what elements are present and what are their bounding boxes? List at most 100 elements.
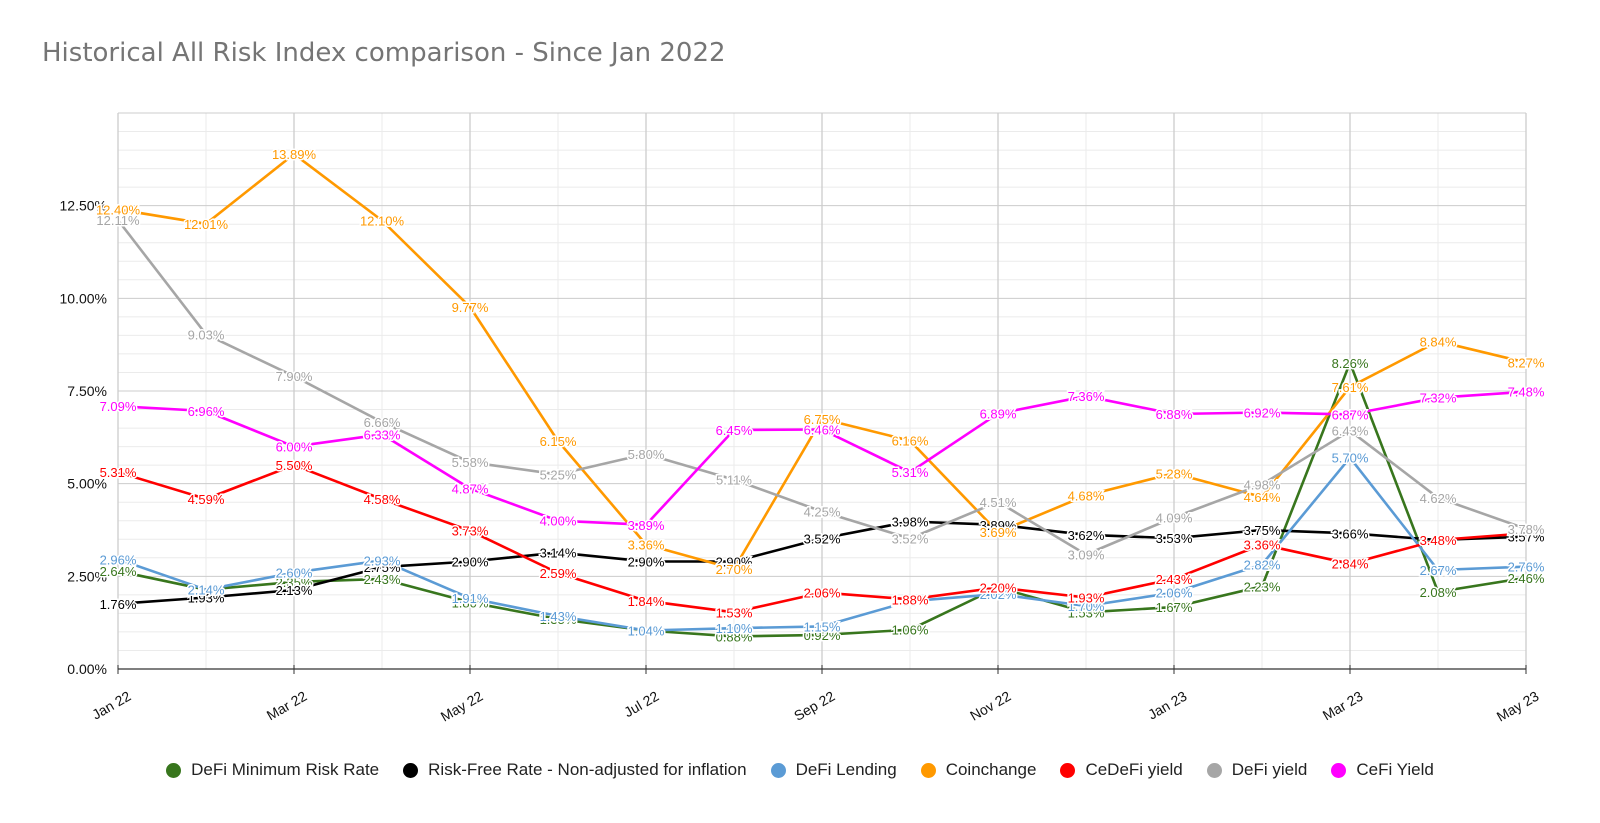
legend-item: DeFi Lending <box>770 760 897 780</box>
data-label: 3.75% <box>1244 523 1281 538</box>
legend-label: DeFi Minimum Risk Rate <box>191 760 380 779</box>
data-label: 6.92% <box>1244 405 1281 420</box>
legend-marker <box>1206 762 1222 778</box>
data-label: 2.43% <box>1156 572 1193 587</box>
data-label: 7.61% <box>1332 380 1369 395</box>
data-label: 1.53% <box>716 605 753 620</box>
data-label: 9.03% <box>188 327 225 342</box>
legend-item: DeFi yield <box>1206 760 1308 780</box>
data-label: 7.48% <box>1508 385 1545 400</box>
legend-item: Risk-Free Rate - Non-adjusted for inflat… <box>403 760 747 780</box>
data-label: 8.26% <box>1332 356 1369 371</box>
series-line <box>117 520 1527 606</box>
data-label: 5.28% <box>1156 466 1193 481</box>
data-label: 7.32% <box>1420 391 1457 406</box>
data-label: 6.88% <box>1156 407 1193 422</box>
x-tick-label: May 22 <box>438 688 486 725</box>
x-tick-label: Mar 23 <box>1320 688 1366 724</box>
data-label: 2.20% <box>980 580 1017 595</box>
x-tick-label: Jul 22 <box>621 688 662 721</box>
data-label: 2.08% <box>1420 585 1457 600</box>
data-label: 3.98% <box>892 514 929 529</box>
data-label: 1.04% <box>628 623 665 638</box>
data-label: 5.11% <box>716 473 752 488</box>
data-label: 2.76% <box>1508 560 1545 575</box>
data-label: 1.04% <box>628 623 665 638</box>
data-label: 7.09% <box>100 399 137 414</box>
y-tick-label: 10.00% <box>60 290 107 306</box>
legend-item: CeDeFi yield <box>1060 760 1183 780</box>
data-label: 3.62% <box>1068 528 1105 543</box>
data-label: 2.20% <box>980 580 1017 595</box>
series-line <box>116 219 1527 556</box>
series-line <box>117 152 1527 571</box>
data-label: 2.43% <box>364 572 401 587</box>
data-label: 2.90% <box>452 555 489 570</box>
data-label: 9.77% <box>452 300 489 315</box>
legend-marker <box>1331 762 1347 778</box>
data-label: 4.68% <box>1068 489 1105 504</box>
data-label: 3.09% <box>1068 547 1105 562</box>
data-label: 1.35% <box>540 612 577 627</box>
data-label: 6.00% <box>276 440 313 455</box>
data-label: 12.10% <box>360 213 405 228</box>
legend-marker <box>920 762 936 778</box>
series-lines <box>116 152 1527 638</box>
x-tick-label: Sep 22 <box>791 688 838 724</box>
data-label: 1.15% <box>804 619 841 634</box>
data-label: 2.96% <box>100 552 137 567</box>
legend-item: Coinchange <box>920 760 1036 780</box>
data-label: 1.83% <box>892 594 929 609</box>
data-label: 1.10% <box>716 621 753 636</box>
data-label: 4.00% <box>540 514 577 529</box>
data-label: 7.36% <box>1068 389 1105 404</box>
data-label: 3.66% <box>1332 526 1369 541</box>
data-label: 2.67% <box>1420 563 1457 578</box>
y-tick-label: 7.50% <box>67 383 107 399</box>
data-label: 3.57% <box>1508 530 1545 545</box>
data-label: 6.45% <box>716 423 753 438</box>
data-label: 6.15% <box>540 434 577 449</box>
data-label: 2.84% <box>1332 557 1369 572</box>
data-label: 2.82% <box>1244 557 1281 572</box>
series-line <box>117 361 1527 638</box>
legend-label: DeFi yield <box>1231 760 1308 779</box>
data-label: 2.75% <box>364 560 401 575</box>
data-label: 6.46% <box>804 423 841 438</box>
data-label: 6.43% <box>1332 424 1369 439</box>
data-label: 1.76% <box>100 597 137 612</box>
data-label: 2.23% <box>1244 579 1281 594</box>
data-label: 2.90% <box>716 555 753 570</box>
data-label: 1.88% <box>892 592 929 607</box>
data-label: 2.13% <box>276 583 313 598</box>
data-label: 3.36% <box>628 537 665 552</box>
series-line <box>117 456 1527 632</box>
data-label: 5.80% <box>628 447 665 462</box>
data-label: 7.90% <box>276 369 313 384</box>
y-tick-label: 5.00% <box>67 476 107 492</box>
data-label: 3.48% <box>1420 533 1457 548</box>
data-label: 2.06% <box>804 586 841 601</box>
data-label: 4.62% <box>1420 491 1457 506</box>
data-label: 8.84% <box>1420 334 1457 349</box>
data-label: 1.43% <box>540 609 577 624</box>
data-label: 3.52% <box>804 532 841 547</box>
data-label: 2.60% <box>276 566 313 581</box>
legend: DeFi Minimum Risk Rate Risk-Free Rate - N… <box>0 760 1600 780</box>
data-label: 2.06% <box>1156 586 1193 601</box>
x-tick-label: Jan 22 <box>89 688 134 723</box>
legend-marker <box>166 762 182 778</box>
data-label: 1.06% <box>892 623 929 638</box>
data-label: 1.80% <box>452 595 489 610</box>
series-line <box>117 463 1527 614</box>
data-label: 4.51% <box>980 495 1017 510</box>
data-label: 1.91% <box>452 591 489 606</box>
data-label: 5.25% <box>540 467 577 482</box>
x-tick-label: Mar 22 <box>264 688 310 724</box>
data-label: 6.75% <box>804 412 841 427</box>
data-label: 6.33% <box>364 427 401 442</box>
legend-item: CeFi Yield <box>1331 760 1434 780</box>
data-label: 6.96% <box>188 404 225 419</box>
data-label: 1.93% <box>188 590 225 605</box>
data-label: 4.59% <box>188 492 225 507</box>
